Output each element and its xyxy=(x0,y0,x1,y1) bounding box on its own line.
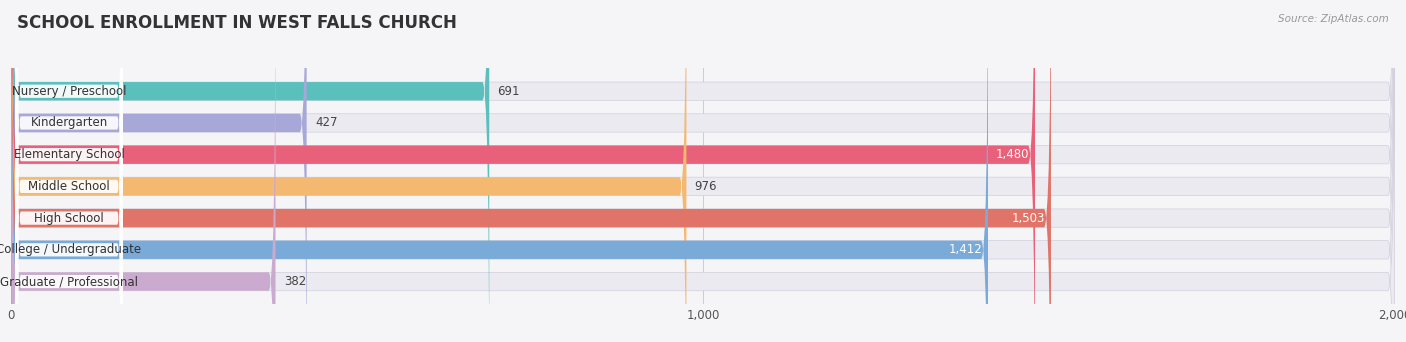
FancyBboxPatch shape xyxy=(11,0,686,342)
Text: High School: High School xyxy=(34,212,104,225)
Text: SCHOOL ENROLLMENT IN WEST FALLS CHURCH: SCHOOL ENROLLMENT IN WEST FALLS CHURCH xyxy=(17,14,457,32)
FancyBboxPatch shape xyxy=(11,0,1395,342)
Text: Source: ZipAtlas.com: Source: ZipAtlas.com xyxy=(1278,14,1389,24)
Text: 691: 691 xyxy=(498,85,520,98)
Text: 382: 382 xyxy=(284,275,307,288)
FancyBboxPatch shape xyxy=(15,0,122,342)
FancyBboxPatch shape xyxy=(11,0,1395,342)
FancyBboxPatch shape xyxy=(15,0,122,342)
FancyBboxPatch shape xyxy=(11,0,1035,342)
Text: Nursery / Preschool: Nursery / Preschool xyxy=(11,85,127,98)
Text: Elementary School: Elementary School xyxy=(14,148,125,161)
FancyBboxPatch shape xyxy=(11,0,988,342)
Text: 427: 427 xyxy=(315,117,337,130)
Text: Kindergarten: Kindergarten xyxy=(31,117,108,130)
FancyBboxPatch shape xyxy=(11,0,1395,342)
FancyBboxPatch shape xyxy=(15,3,122,342)
Text: 1,480: 1,480 xyxy=(995,148,1029,161)
FancyBboxPatch shape xyxy=(11,0,489,342)
FancyBboxPatch shape xyxy=(11,0,1395,342)
FancyBboxPatch shape xyxy=(11,0,1395,342)
FancyBboxPatch shape xyxy=(15,35,122,342)
FancyBboxPatch shape xyxy=(15,0,122,338)
FancyBboxPatch shape xyxy=(11,0,1050,342)
Text: 1,412: 1,412 xyxy=(949,243,983,256)
Text: Middle School: Middle School xyxy=(28,180,110,193)
FancyBboxPatch shape xyxy=(15,0,122,342)
Text: College / Undergraduate: College / Undergraduate xyxy=(0,243,142,256)
FancyBboxPatch shape xyxy=(11,0,276,342)
Text: 1,503: 1,503 xyxy=(1012,212,1046,225)
Text: Graduate / Professional: Graduate / Professional xyxy=(0,275,138,288)
FancyBboxPatch shape xyxy=(11,0,1395,342)
FancyBboxPatch shape xyxy=(11,0,307,342)
FancyBboxPatch shape xyxy=(11,0,1395,342)
FancyBboxPatch shape xyxy=(15,0,122,342)
Text: 976: 976 xyxy=(695,180,717,193)
